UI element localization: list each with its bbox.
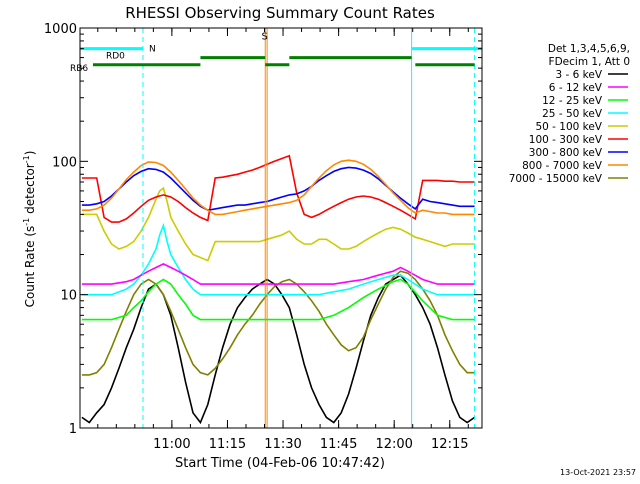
legend-label-4: 50 - 100 keV (535, 121, 602, 133)
y-tick-label-2: 100 (52, 155, 77, 170)
x-tick-label-0: 11:00 (153, 437, 190, 452)
legend: Det 1,3,4,5,6,9,FDecim 1, Att 03 - 6 keV… (509, 43, 630, 185)
series-line-3 (81, 222, 475, 296)
state-bar-label-0: N (149, 45, 156, 55)
y-axis-label: Count Rate (s-1 detector-1) (22, 151, 37, 308)
series-line-1 (81, 263, 475, 285)
legend-label-7: 800 - 7000 keV (522, 160, 603, 172)
plot-frame (79, 27, 483, 429)
x-tick-label-1: 11:15 (209, 437, 246, 452)
y-tick-label-1: 10 (60, 289, 77, 304)
legend-label-1: 6 - 12 keV (549, 82, 603, 94)
y-axis-label-sup2: -1 (22, 155, 31, 163)
axis-layer: 11:00 11:15 11:30 11:45 12:00 12:15 1 10 100 1000 (44, 22, 482, 452)
flag-label-0: S (262, 31, 268, 42)
x-tick-label-5: 12:15 (431, 437, 468, 452)
legend-label-3: 25 - 50 keV (542, 108, 603, 120)
legend-label-5: 100 - 300 keV (529, 134, 603, 146)
y-tick-label-0: 1 (69, 422, 77, 437)
x-axis-label: Start Time (04-Feb-06 10:47:42) (175, 456, 385, 471)
y-axis-label-mid: detector (23, 163, 37, 218)
x-tick-label-4: 12:00 (375, 437, 412, 452)
series-line-4 (81, 186, 475, 262)
series-line-6 (81, 166, 475, 212)
legend-label-6: 300 - 800 keV (529, 147, 603, 159)
legend-label-8: 7000 - 15000 keV (509, 173, 603, 185)
y-tick-label-3: 1000 (44, 22, 77, 37)
chart-title: RHESSI Observing Summary Count Rates (125, 4, 435, 22)
legend-label-2: 12 - 25 keV (542, 95, 603, 107)
y-axis-label-end: ) (23, 151, 37, 156)
y-axis-label-sup1: -1 (22, 218, 31, 226)
legend-label-0: 3 - 6 keV (555, 69, 602, 81)
legend-header-1: FDecim 1, Att 0 (549, 56, 630, 68)
x-tick-label-3: 11:45 (320, 437, 357, 452)
state-bar-label-2: RB6 (70, 64, 88, 74)
y-axis-label-main: Count Rate (s (23, 226, 37, 308)
series-line-5 (81, 154, 475, 223)
series-line-2 (81, 278, 475, 321)
legend-header-0: Det 1,3,4,5,6,9, (548, 43, 630, 55)
footer-timestamp: 13-Oct-2021 23:57 (560, 468, 636, 477)
x-tick-label-2: 11:30 (264, 437, 301, 452)
series-layer (81, 154, 476, 425)
state-bar-label-1: RD0 (106, 52, 125, 62)
series-line-7 (81, 159, 475, 216)
